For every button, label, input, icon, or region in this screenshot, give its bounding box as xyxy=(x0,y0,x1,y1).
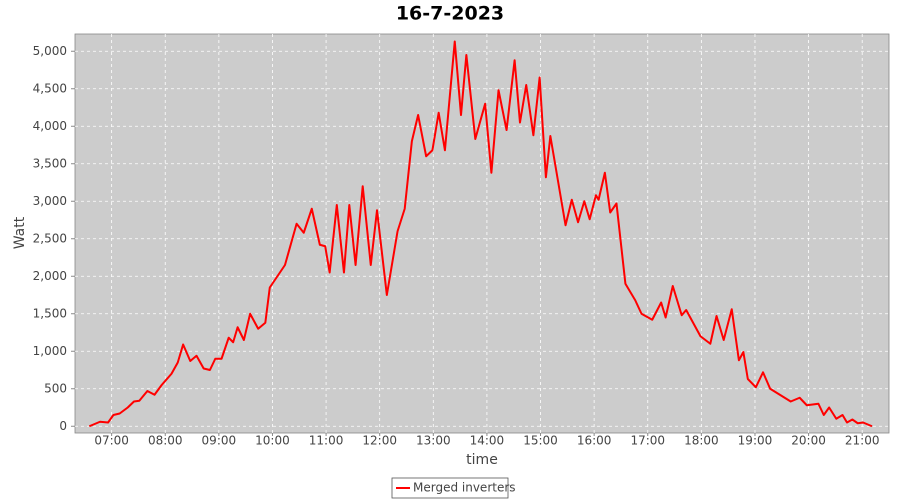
y-tick-label: 1,000 xyxy=(33,344,67,358)
y-tick-label: 3,000 xyxy=(33,194,67,208)
x-tick-label: 08:00 xyxy=(148,434,183,448)
y-axis-label: Watt xyxy=(12,216,28,249)
x-tick-label: 14:00 xyxy=(470,434,505,448)
x-tick-label: 20:00 xyxy=(791,434,826,448)
x-tick-label: 12:00 xyxy=(362,434,397,448)
x-tick-label: 21:00 xyxy=(845,434,880,448)
x-tick-label: 11:00 xyxy=(309,434,344,448)
legend-label: Merged inverters xyxy=(413,481,516,495)
y-tick-label: 2,000 xyxy=(33,269,67,283)
x-tick-label: 19:00 xyxy=(738,434,773,448)
y-tick-label: 3,500 xyxy=(33,156,67,170)
y-tick-label: 4,500 xyxy=(33,81,67,95)
x-tick-label: 13:00 xyxy=(416,434,451,448)
x-tick-label: 17:00 xyxy=(630,434,665,448)
x-tick-label: 16:00 xyxy=(577,434,612,448)
chart-title: 16-7-2023 xyxy=(396,3,504,25)
legend xyxy=(391,477,509,499)
x-tick-label: 15:00 xyxy=(523,434,558,448)
plot-area xyxy=(74,33,890,434)
x-tick-label: 07:00 xyxy=(94,434,129,448)
x-axis-label: time xyxy=(466,452,498,468)
y-tick-label: 500 xyxy=(44,381,67,395)
y-tick-label: 5,000 xyxy=(33,44,67,58)
y-tick-label: 4,000 xyxy=(33,119,67,133)
x-tick-label: 10:00 xyxy=(255,434,290,448)
y-tick-label: 1,500 xyxy=(33,306,67,320)
data-line xyxy=(88,40,873,428)
y-tick-label: 0 xyxy=(59,419,67,433)
y-tick-label: 2,500 xyxy=(33,231,67,245)
x-tick-label: 18:00 xyxy=(684,434,719,448)
x-tick-label: 09:00 xyxy=(202,434,237,448)
